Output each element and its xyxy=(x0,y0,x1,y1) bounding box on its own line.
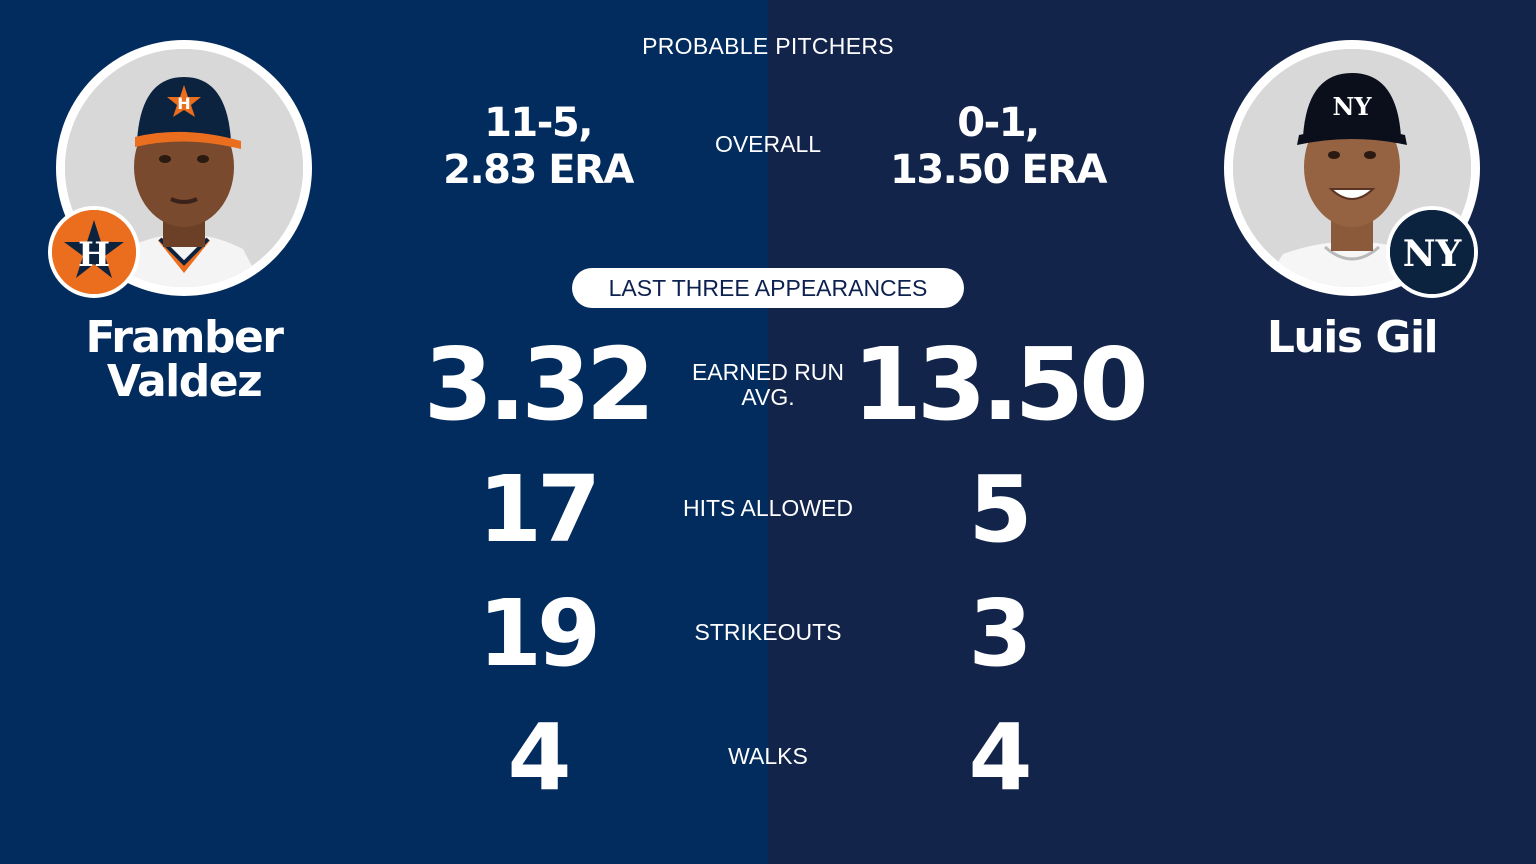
stat-label-era: EARNED RUN AVG. xyxy=(668,360,868,410)
right-player-full-name: Luis Gil xyxy=(1266,312,1439,363)
svg-text:NY: NY xyxy=(1332,92,1372,121)
svg-text:NY: NY xyxy=(1403,233,1463,275)
left-win-loss: 11-5, xyxy=(484,100,593,146)
right-overall-record: 0-1, 13.50 ERA xyxy=(818,100,1178,194)
left-player-last-name: Valdez xyxy=(106,356,263,407)
stat-label-hits: HITS ALLOWED xyxy=(683,495,853,521)
right-walks-value: 4 xyxy=(968,704,1032,811)
svg-text:H: H xyxy=(78,235,110,275)
astros-logo-icon: H xyxy=(52,210,136,294)
left-walks-value: 4 xyxy=(507,704,571,811)
left-era-value: 3.32 xyxy=(423,326,656,443)
astros-logo-badge: H xyxy=(48,206,140,298)
overall-label: OVERALL xyxy=(714,131,822,157)
graphic-title: PROBABLE PITCHERS xyxy=(642,33,894,59)
left-strikeouts-value: 19 xyxy=(477,580,601,687)
left-hits-value: 17 xyxy=(477,456,601,563)
right-strikeouts-value: 3 xyxy=(968,580,1032,687)
right-hits-value: 5 xyxy=(968,456,1032,563)
right-win-loss: 0-1, xyxy=(957,100,1040,146)
stat-label-walks: WALKS xyxy=(728,743,808,769)
right-era-value: 13.50 xyxy=(852,326,1148,443)
right-season-era: 13.50 ERA xyxy=(889,147,1108,193)
left-player-first-name: Framber xyxy=(85,312,284,363)
stat-label-strikeouts: STRIKEOUTS xyxy=(694,619,842,645)
yankees-logo-badge: NY xyxy=(1386,206,1478,298)
yankees-logo-icon: NY xyxy=(1390,210,1474,294)
left-player-name: Framber Valdez xyxy=(34,316,334,404)
left-overall-record: 11-5, 2.83 ERA xyxy=(358,100,718,194)
right-player-name: Luis Gil xyxy=(1202,316,1502,360)
section-pill: LAST THREE APPEARANCES xyxy=(572,268,964,308)
svg-text:H: H xyxy=(177,94,190,113)
stat-label-era-line1: EARNED RUN xyxy=(691,359,845,385)
left-season-era: 2.83 ERA xyxy=(443,147,634,193)
stat-label-era-line2: AVG. xyxy=(741,384,795,410)
